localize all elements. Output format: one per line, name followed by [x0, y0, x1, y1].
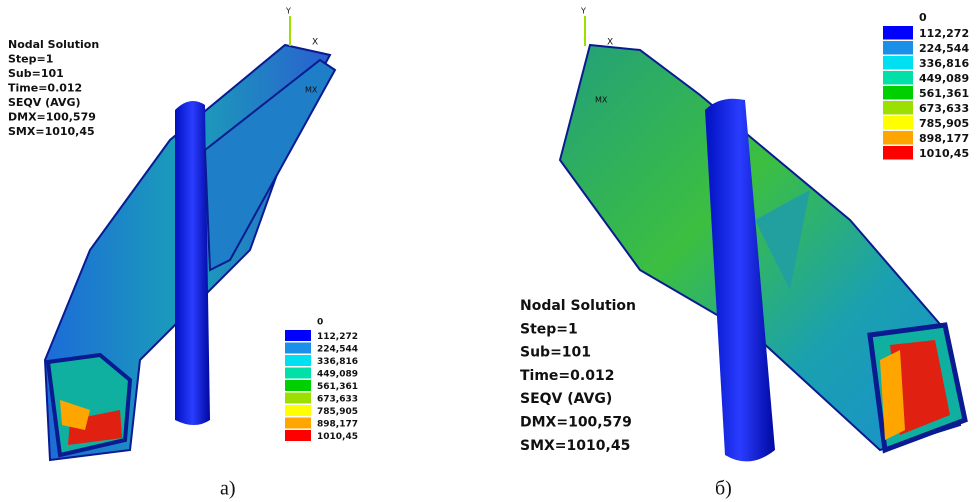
info-line: SEQV (AVG): [520, 391, 612, 407]
legend-swatch: [285, 380, 311, 391]
legend-swatch: [883, 131, 913, 145]
legend-label: 112,272: [919, 27, 969, 40]
legend-swatch: [285, 330, 311, 341]
legend-swatch: [285, 430, 311, 441]
legend-swatch: [883, 146, 913, 160]
info-line: SMX=1010,45: [520, 438, 630, 454]
legend-swatch: [883, 26, 913, 40]
legend-label: 112,272: [317, 332, 358, 342]
info-line: DMX=100,579: [8, 111, 96, 124]
axis-label: Y: [285, 7, 291, 16]
legend-label: 449,089: [919, 72, 969, 85]
info-line: Nodal Solution: [520, 298, 636, 314]
legend-min: 0: [317, 318, 323, 328]
legend-label: 898,177: [919, 132, 969, 145]
legend-label: 224,544: [919, 42, 969, 55]
legend-swatch: [883, 116, 913, 130]
legend-label: 785,905: [317, 407, 358, 417]
legend-label: 561,361: [317, 382, 358, 392]
legend-label: 1010,45: [317, 432, 358, 442]
axis-label: X: [312, 38, 318, 48]
info-line: DMX=100,579: [520, 415, 632, 431]
legend-min: 0: [919, 11, 927, 24]
legend-swatch: [883, 101, 913, 115]
info-line: Step=1: [8, 53, 53, 66]
legend-label: 673,633: [317, 395, 358, 405]
legend-swatch: [883, 41, 913, 55]
legend-swatch: [285, 418, 311, 429]
legend-swatch: [883, 71, 913, 85]
legend-label: 561,361: [919, 87, 969, 100]
info-line: Sub=101: [8, 67, 64, 80]
legend-label: 673,633: [919, 102, 969, 115]
max-marker: MX: [305, 86, 318, 95]
info-line: Nodal Solution: [8, 38, 99, 51]
legend-swatch: [285, 368, 311, 379]
legend-swatch: [285, 393, 311, 404]
caption: б): [715, 478, 732, 500]
legend-label: 336,816: [919, 57, 969, 70]
info-line: Time=0.012: [520, 368, 614, 384]
legend-label: 336,816: [317, 357, 358, 367]
legend-swatch: [883, 86, 913, 100]
legend-label: 898,177: [317, 420, 358, 430]
legend-swatch: [883, 56, 913, 70]
info-line: Sub=101: [520, 345, 591, 361]
info-line: SEQV (AVG): [8, 96, 81, 109]
legend-label: 785,905: [919, 117, 969, 130]
legend-label: 224,544: [317, 345, 358, 355]
axis-label: Y: [580, 7, 586, 16]
legend-swatch: [285, 355, 311, 366]
legend-swatch: [285, 405, 311, 416]
legend-label: 449,089: [317, 370, 358, 380]
caption: а): [220, 478, 236, 500]
info-line: SMX=1010,45: [8, 125, 95, 138]
info-line: Step=1: [520, 321, 578, 337]
legend-label: 1010,45: [919, 147, 969, 160]
info-line: Time=0.012: [8, 82, 82, 95]
legend-swatch: [285, 343, 311, 354]
max-marker: MX: [595, 96, 608, 105]
axis-label: X: [607, 38, 613, 48]
figure: Nodal SolutionStep=1Sub=101Time=0.012SEQ…: [0, 0, 977, 502]
